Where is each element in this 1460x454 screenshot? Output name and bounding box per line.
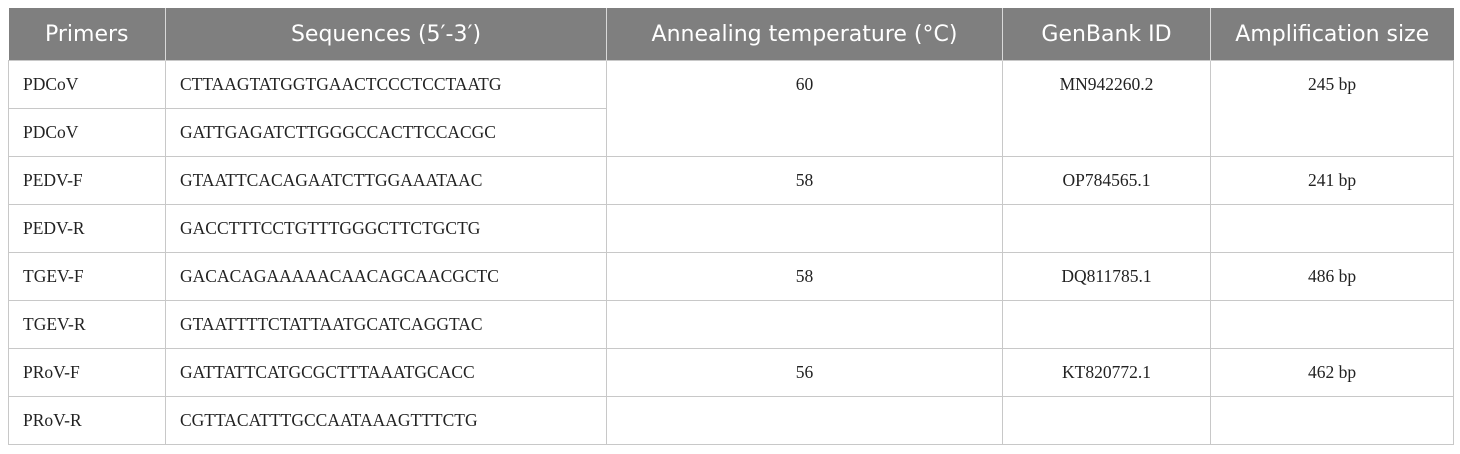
table-row: PRoV-F GATTATTCATGCGCTTTAAATGCACC 56 KT8207… (8, 348, 1454, 397)
size-cell: 241 bp (1210, 156, 1454, 205)
genbank-cell: MN942260.2 (1002, 60, 1211, 157)
primer-cell: PRoV-R (8, 396, 166, 445)
primer-table: Primers Sequences (5′-3′) Annealing temper… (8, 8, 1454, 445)
genbank-cell: DQ811785.1 (1002, 252, 1211, 301)
primer-cell: TGEV-F (8, 252, 166, 301)
sequence-cell: GACCTTTCCTGTTTGGGCTTCTGCTG (165, 204, 607, 253)
header-cell: Annealing temperature (°C) (606, 8, 1003, 61)
size-cell (1210, 300, 1454, 349)
primer-cell: PDCoV (8, 108, 166, 157)
annealing-cell: 56 (606, 348, 1003, 397)
sequence-cell: GATTATTCATGCGCTTTAAATGCACC (165, 348, 607, 397)
size-cell: 245 bp (1210, 60, 1454, 157)
header-cell: Amplification size (1210, 8, 1454, 61)
primer-cell: TGEV-R (8, 300, 166, 349)
annealing-cell: 60 (606, 60, 1003, 157)
genbank-cell: OP784565.1 (1002, 156, 1211, 205)
table-row: TGEV-R GTAATTTTCTATTAATGCATCAGGTAC (8, 300, 1454, 349)
header-cell: Sequences (5′-3′) (165, 8, 607, 61)
header-cell: GenBank ID (1002, 8, 1211, 61)
primer-cell: PRoV-F (8, 348, 166, 397)
sequence-cell: GATTGAGATCTTGGGCCACTTCCACGC (165, 108, 607, 157)
primer-cell: PDCoV (8, 60, 166, 109)
annealing-cell: 58 (606, 156, 1003, 205)
table-row: PDCoV GATTGAGATCTTGGGCCACTTCCACGC (8, 108, 1454, 157)
genbank-cell (1002, 396, 1211, 445)
annealing-cell (606, 300, 1003, 349)
table-row: PRoV-R CGTTACATTTGCCAATAAAGTTTCTG (8, 396, 1454, 445)
size-cell (1210, 396, 1454, 445)
sequence-cell: CTTAAGTATGGTGAACTCCCTCCTAATG (165, 60, 607, 109)
sequence-cell: GTAATTTTCTATTAATGCATCAGGTAC (165, 300, 607, 349)
size-cell: 486 bp (1210, 252, 1454, 301)
primer-cell: PEDV-R (8, 204, 166, 253)
sequence-cell: CGTTACATTTGCCAATAAAGTTTCTG (165, 396, 607, 445)
table-row: TGEV-F GACACAGAAAAACAACAGCAACGCTC 58 DQ8117… (8, 252, 1454, 301)
table-body: PDCoV CTTAAGTATGGTGAACTCCCTCCTAATG 60 MN942… (8, 60, 1454, 445)
annealing-cell (606, 204, 1003, 253)
header-row: Primers Sequences (5′-3′) Annealing temper… (8, 8, 1454, 61)
table-row: PEDV-R GACCTTTCCTGTTTGGGCTTCTGCTG (8, 204, 1454, 253)
genbank-cell (1002, 204, 1211, 253)
genbank-cell: KT820772.1 (1002, 348, 1211, 397)
size-cell (1210, 204, 1454, 253)
annealing-cell (606, 396, 1003, 445)
header-cell: Primers (8, 8, 166, 61)
table-row: PDCoV CTTAAGTATGGTGAACTCCCTCCTAATG 60 MN942… (8, 60, 1454, 157)
table-row: PEDV-F GTAATTCACAGAATCTTGGAAATAAC 58 OP7845… (8, 156, 1454, 205)
sequence-cell: GTAATTCACAGAATCTTGGAAATAAC (165, 156, 607, 205)
genbank-cell (1002, 300, 1211, 349)
sequence-cell: GACACAGAAAAACAACAGCAACGCTC (165, 252, 607, 301)
size-cell: 462 bp (1210, 348, 1454, 397)
annealing-cell: 58 (606, 252, 1003, 301)
primer-cell: PEDV-F (8, 156, 166, 205)
